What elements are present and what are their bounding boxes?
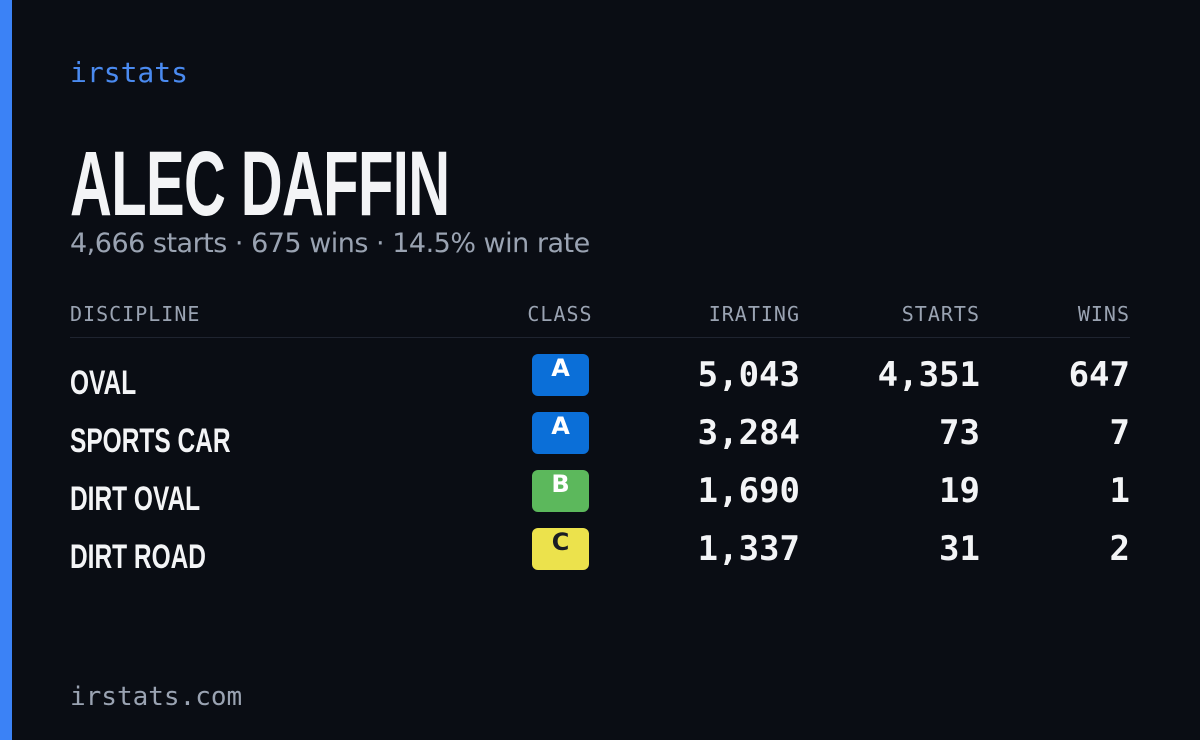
starts-value: 4,351 — [877, 355, 980, 395]
class-badge: A — [532, 354, 589, 396]
irating-value: 1,690 — [697, 471, 800, 511]
class-badge: A — [532, 412, 589, 454]
class-badge: B — [532, 470, 589, 512]
header-rule — [70, 337, 1130, 338]
wins-value: 647 — [1068, 355, 1130, 395]
irating-value: 5,043 — [697, 355, 800, 395]
wins-value: 1 — [1109, 471, 1130, 511]
column-header: DISCIPLINE — [70, 302, 201, 326]
column-header: STARTS — [901, 302, 980, 326]
discipline: SPORTS CAR — [70, 422, 231, 460]
discipline: DIRT OVAL — [70, 480, 201, 518]
irating-value: 3,284 — [697, 413, 800, 453]
class-badge: C — [532, 528, 589, 570]
discipline: DIRT ROAD — [70, 538, 207, 576]
accent-bar — [0, 0, 12, 740]
column-header: WINS — [1077, 302, 1130, 326]
starts-value: 73 — [939, 413, 980, 453]
irating-value: 1,337 — [697, 529, 800, 569]
starts-value: 19 — [939, 471, 980, 511]
driver-summary: 4,666 starts · 675 wins · 14.5% win rate — [70, 228, 590, 259]
brand: irstats — [70, 56, 189, 89]
column-header: CLASS — [527, 302, 593, 326]
wins-value: 2 — [1109, 529, 1130, 569]
footer: irstats.com — [70, 682, 243, 712]
discipline: OVAL — [70, 364, 137, 402]
wins-value: 7 — [1109, 413, 1130, 453]
starts-value: 31 — [939, 529, 980, 569]
column-header: IRATING — [708, 302, 800, 326]
driver-name: ALEC DAFFIN — [70, 133, 450, 235]
